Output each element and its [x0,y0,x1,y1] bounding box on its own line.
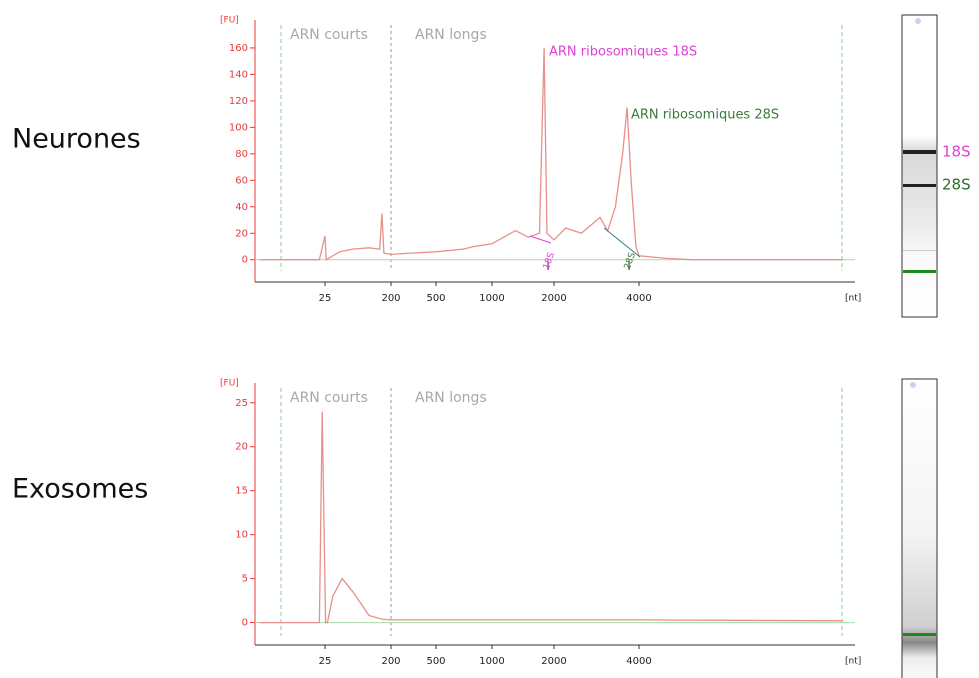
x-tick-label: 200 [381,293,400,304]
x-tick-label: 4000 [626,293,651,304]
x-tick-label: 1000 [479,656,504,667]
peak-connector [530,236,551,243]
peak-label: ARN ribosomiques 18S [549,45,697,60]
region-label: ARN longs [415,390,487,406]
sample-label: Neurones [12,124,141,155]
y-tick-label: 20 [235,228,248,239]
x-axis-label: [nt] [845,294,861,304]
x-tick-label: 25 [319,293,332,304]
peak-label: ARN ribosomiques 28S [631,108,779,123]
y-tick-label: 5 [242,574,248,585]
gel-band-label: 18S [942,143,971,161]
trace [260,48,843,260]
y-axis-label: [FU] [220,379,239,389]
x-tick-label: 500 [426,293,445,304]
trace [260,412,843,623]
region-label: ARN longs [415,27,487,43]
y-tick-label: 40 [235,202,248,213]
x-tick-label: 4000 [626,656,651,667]
y-tick-label: 60 [235,175,248,186]
figure: Neurones ARN courts ARN longs [FU] 0 20 40 60 80… [0,0,979,678]
x-tick-label: 500 [426,656,445,667]
x-tick-label: 2000 [541,293,566,304]
gel-lane [902,15,937,317]
y-tick-label: 100 [229,122,248,133]
y-tick-label: 80 [235,149,248,160]
x-tick-label: 25 [319,656,332,667]
y-axis-label: [FU] [220,16,239,26]
gel-band-label: 28S [942,176,971,194]
x-tick-label: 1000 [479,293,504,304]
y-tick-label: 20 [235,442,248,453]
sample-label: Exosomes [12,474,148,505]
y-tick-label: 160 [229,43,248,54]
y-tick-label: 0 [242,255,248,266]
y-tick-label: 140 [229,69,248,80]
x-axis-label: [nt] [845,657,861,667]
region-label: ARN courts [290,27,368,43]
y-tick-label: 25 [235,398,248,409]
region-label: ARN courts [290,390,368,406]
x-tick-label: 2000 [541,656,566,667]
y-tick-label: 120 [229,96,248,107]
peak-marker-label: 18S [542,251,557,271]
y-tick-label: 0 [242,618,248,629]
x-tick-label: 200 [381,656,400,667]
gel-lane [902,379,937,678]
y-tick-label: 10 [235,530,248,541]
y-tick-label: 15 [235,486,248,497]
peak-marker-label: 28S [623,251,638,271]
